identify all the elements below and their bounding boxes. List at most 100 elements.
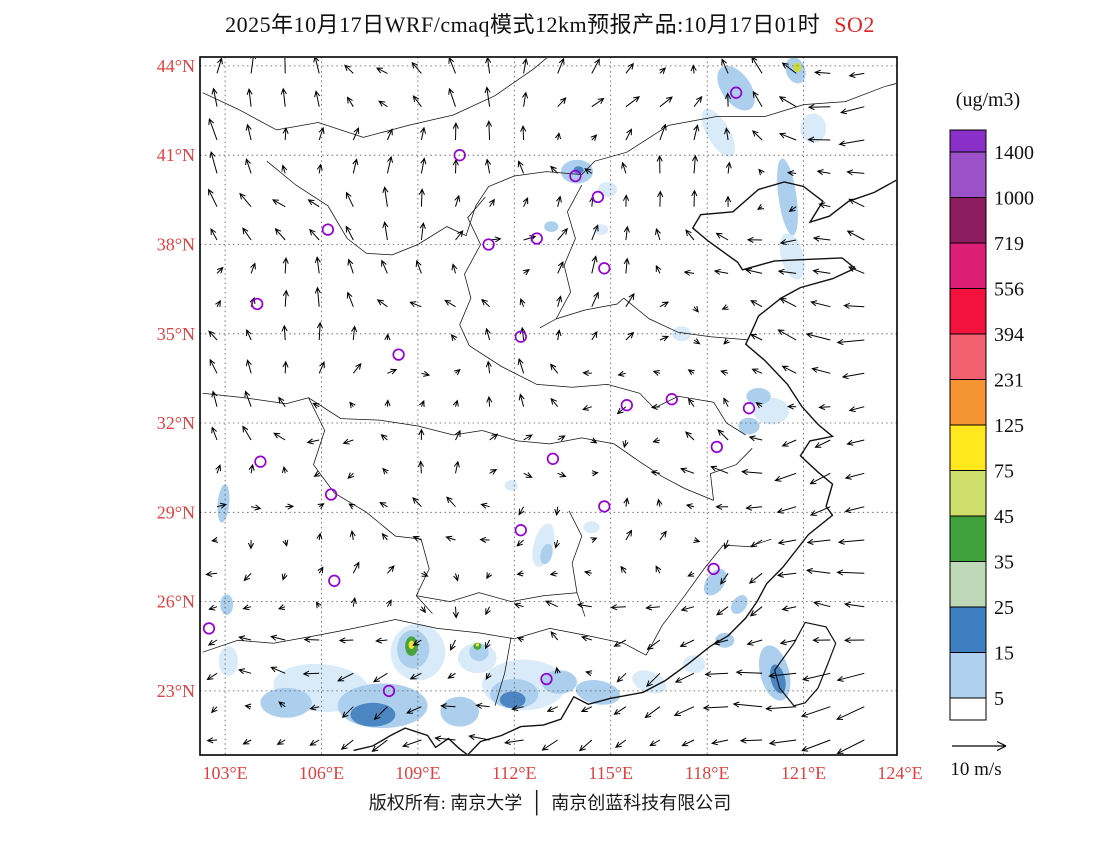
wind-arrow (745, 504, 763, 511)
wind-arrow (836, 569, 865, 576)
pollution-patch (800, 113, 827, 144)
wind-arrow (610, 604, 626, 611)
wind-arrow (376, 299, 388, 308)
colorbar-segment (949, 242, 987, 289)
wind-arrow (382, 186, 389, 207)
pollution-patch (770, 664, 786, 694)
wind-arrow (805, 332, 831, 341)
province-boundary (273, 619, 647, 656)
province-boundary (202, 58, 548, 138)
wind-arrow (655, 565, 662, 574)
wind-arrow (520, 124, 527, 141)
wind-arrow (421, 571, 429, 577)
wind-arrow (556, 295, 563, 307)
wind-arrow (452, 158, 459, 174)
wind-arrow (812, 637, 831, 644)
city-marker (707, 562, 720, 576)
wind-arrow (582, 370, 592, 377)
city-marker (598, 262, 611, 275)
city-marker (742, 402, 756, 415)
colorbar-tick-label: 75 (994, 461, 1014, 483)
wind-arrow (347, 472, 355, 479)
wind-arrow (613, 706, 627, 715)
province-boundary (416, 592, 578, 602)
wind-arrow (419, 221, 426, 241)
lat-tick-label: 35°N (157, 324, 195, 344)
wind-arrow (768, 739, 797, 746)
wind-arrow (209, 151, 218, 174)
colorbar-segment (949, 424, 987, 471)
wind-arrow (646, 672, 661, 687)
pollution-patch (703, 569, 727, 596)
province-boundary (709, 448, 753, 501)
province-boundary (202, 639, 274, 653)
province-boundary (459, 196, 486, 346)
wind-arrow (805, 567, 831, 575)
wind-arrow (576, 602, 592, 609)
wind-arrow (247, 539, 255, 550)
pollution-patch (504, 480, 518, 491)
wind-arrow (777, 268, 797, 275)
colorbar-tick-label: 719 (994, 233, 1024, 255)
wind-arrow (352, 127, 360, 141)
wind-arrow (715, 503, 729, 510)
wind-arrow (282, 256, 289, 274)
wind-arrow (750, 300, 763, 308)
wind-arrow (244, 390, 252, 407)
wind-arrow (556, 195, 562, 207)
wind-arrow (623, 225, 630, 241)
wind-arrow (757, 203, 765, 210)
wind-arrow (421, 370, 431, 377)
wind-arrow (818, 202, 831, 209)
wind-arrow (557, 471, 567, 478)
colorbar-segment (949, 288, 987, 335)
wind-arrow (434, 735, 456, 742)
wind-arrow (623, 497, 630, 507)
wind-arrow (312, 402, 320, 409)
wind-arrow (281, 465, 288, 474)
wind-arrow (580, 706, 593, 712)
city-marker (665, 393, 678, 406)
wind-arrow (440, 703, 456, 710)
pollution-patch (632, 670, 667, 694)
wind-arrow (386, 155, 393, 174)
wind-arrow (848, 198, 865, 208)
wind-arrow (741, 469, 763, 476)
wind-arrow (211, 390, 218, 407)
wind-arrow (216, 502, 228, 509)
colorbar-units: (ug/m3) (956, 89, 1020, 111)
wind-arrow (557, 260, 564, 274)
wind-arrow (384, 399, 391, 407)
wind-arrow (523, 434, 533, 441)
wind-arrow (578, 739, 593, 752)
wind-arrow (341, 706, 354, 719)
wind-arrow (207, 639, 218, 646)
wind-arrow (453, 573, 460, 582)
wind-arrow (340, 739, 354, 750)
city-markers (202, 86, 756, 698)
wind-arrow (655, 264, 662, 274)
pollution-patch (220, 594, 234, 615)
wind-arrow (375, 637, 388, 644)
wind-arrow (484, 86, 491, 107)
wind-arrow (839, 106, 865, 115)
wind-arrow (238, 668, 252, 675)
wind-arrow (242, 738, 252, 745)
lat-tick-label: 26°N (157, 592, 195, 612)
wind-arrow (656, 498, 663, 507)
latlon-grid (200, 57, 897, 755)
wind-arrow (246, 88, 253, 107)
wind-arrow (412, 535, 422, 542)
wind-arrow (346, 191, 354, 207)
wind-arrow (452, 122, 459, 141)
province-boundary (539, 184, 583, 329)
wind-arrow (582, 404, 592, 411)
wind-arrow (591, 97, 605, 108)
city-marker (729, 86, 743, 99)
colorbar-segment (949, 697, 987, 721)
copyright-footer: 版权所有: 南京大学 │ 南京创蓝科技有限公司 (0, 789, 1100, 815)
wind-arrow (523, 235, 537, 241)
wind-arrow (720, 369, 729, 376)
wind-arrow (485, 606, 491, 616)
wind-arrow (752, 90, 763, 107)
